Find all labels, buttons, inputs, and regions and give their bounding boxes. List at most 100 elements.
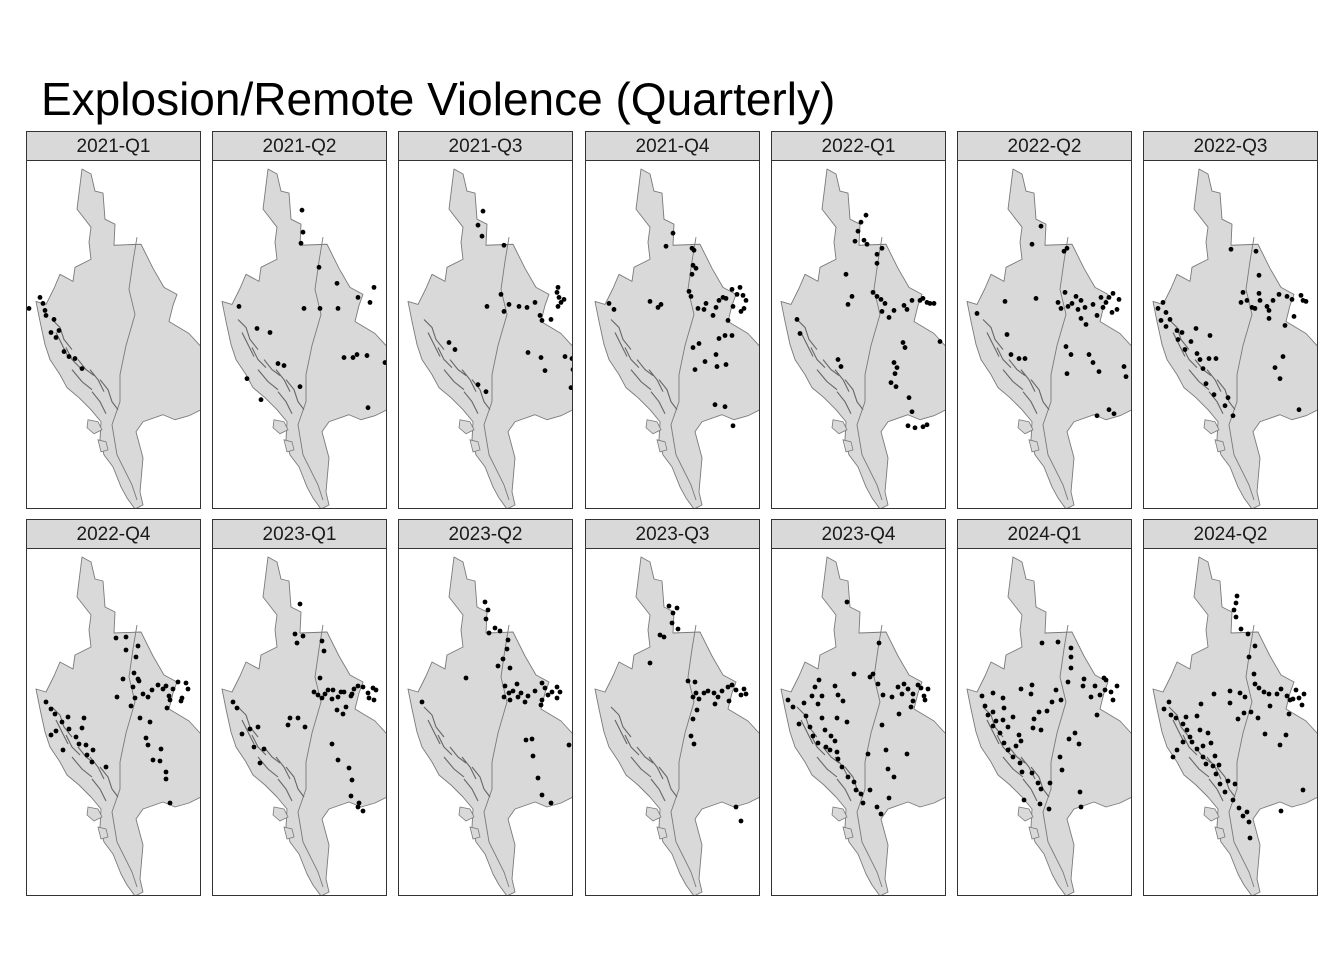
event-point [722,333,728,338]
event-point [483,389,489,395]
event-point [874,251,880,257]
event-point [1038,223,1044,229]
coastline-detail [461,369,477,392]
event-point [66,354,72,359]
event-point [1270,297,1276,303]
event-point [334,707,340,713]
event-point [1283,732,1289,738]
event-point [705,688,711,694]
event-point [663,243,669,249]
event-point [1244,809,1250,815]
event-point [557,689,563,695]
event-point [1058,306,1064,311]
facet-strip-label: 2023-Q1 [213,520,386,549]
event-point [666,603,672,609]
event-point [1246,654,1252,660]
event-point [785,697,791,703]
event-point [42,308,48,313]
region-polygon [1152,556,1317,895]
event-point [1284,293,1290,299]
event-point [809,693,815,699]
event-point [365,690,371,696]
event-point [691,247,697,253]
coastline-detail [71,756,93,778]
event-point [1069,301,1075,306]
event-point [834,715,840,721]
event-point [1096,369,1102,375]
event-point [874,260,880,266]
event-point [155,682,161,688]
event-point [685,678,691,684]
event-point [254,326,260,331]
event-point [485,607,491,613]
event-point [1274,691,1280,697]
event-point [1210,763,1216,769]
event-point [562,354,568,359]
event-point [360,808,366,814]
region-polygon [966,168,1131,508]
event-point [525,693,531,699]
event-point [1037,801,1043,807]
event-point [483,616,489,622]
region-border-line [670,237,697,501]
region-map [399,161,572,508]
event-point [371,284,377,290]
event-point [1001,740,1007,746]
event-point [561,296,567,302]
event-point [1065,679,1071,685]
event-point [1010,754,1016,760]
event-point [905,686,911,692]
event-point [1063,344,1069,349]
event-point [335,306,341,311]
event-point [120,676,126,682]
coastline-detail [251,347,267,368]
event-point [297,601,303,607]
event-point [810,733,816,739]
event-point [1235,716,1241,722]
facet-strip-label: 2024-Q1 [958,520,1131,549]
event-point [729,682,735,688]
event-point [1058,697,1064,703]
event-point [1061,248,1067,254]
facet-panel: 2023-Q4 [771,519,946,896]
event-point [1066,736,1072,742]
event-point [1057,754,1063,760]
facet-strip-label: 2024-Q2 [1144,520,1317,549]
event-point [523,737,529,743]
event-point [364,353,370,358]
event-point [275,361,281,366]
event-point [835,692,841,698]
facet-panel: 2021-Q4 [585,131,760,509]
facet-panel: 2021-Q2 [212,131,387,509]
event-point [688,733,694,739]
event-point [1035,780,1041,786]
event-point [143,735,149,741]
event-point [1296,695,1302,701]
event-point [1059,767,1065,773]
event-point [1242,694,1248,700]
coastline-detail [614,332,628,357]
event-point [479,233,485,239]
event-point [883,747,889,753]
event-point [1170,754,1176,760]
island-shape [1028,439,1040,453]
event-point [891,360,897,365]
facet-panel: 2022-Q3 [1143,131,1318,509]
event-point [1240,813,1246,819]
coastline-detail [65,734,81,756]
event-point [1076,741,1082,747]
event-point [43,313,49,318]
event-point [446,340,452,345]
event-point [1276,291,1282,297]
event-point [895,684,901,690]
coastline-detail [796,706,818,738]
coastline-detail [237,706,259,738]
coastline-detail [624,347,640,368]
event-point [244,376,250,382]
event-point [183,680,189,686]
event-point [255,724,261,730]
event-point [1163,324,1169,329]
event-point [1222,789,1228,795]
event-point [1282,323,1288,328]
coastline-detail [796,319,818,350]
